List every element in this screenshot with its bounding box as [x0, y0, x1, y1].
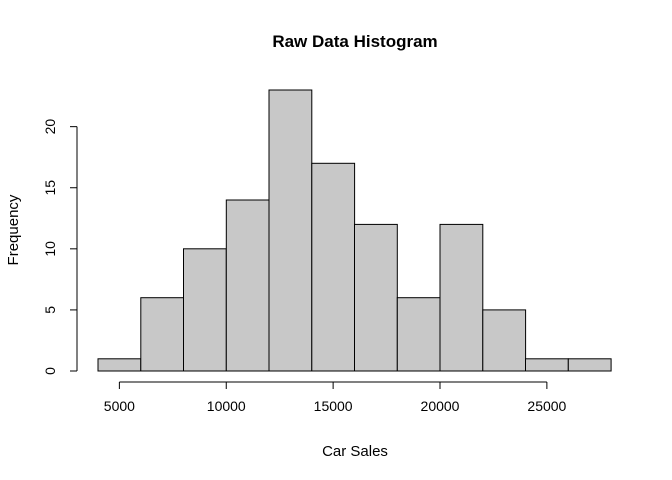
histogram-bar-1 [140, 297, 185, 372]
x-axis: 5000 10000 15000 20000 25000 [104, 381, 567, 414]
histogram-bar-2 [183, 248, 227, 372]
histogram-bar-3 [225, 199, 270, 372]
y-axis: 0 5 10 15 20 [42, 119, 78, 375]
y-tick-label-2: 10 [42, 241, 58, 257]
x-tick-label-0: 5000 [104, 398, 135, 414]
histogram-bar-11 [567, 358, 612, 372]
histogram-bar-8 [439, 223, 484, 372]
histogram-bar-10 [525, 358, 569, 372]
histogram-bar-6 [354, 223, 398, 372]
histogram-bar-9 [482, 309, 527, 372]
bars-group [97, 89, 612, 372]
x-axis-label: Car Sales [322, 443, 388, 460]
y-tick-label-1: 5 [42, 306, 58, 314]
x-tick-label-2: 15000 [314, 398, 353, 414]
x-tick-label-1: 10000 [207, 398, 246, 414]
histogram-bar-7 [396, 297, 441, 372]
x-tick-label-4: 25000 [527, 398, 566, 414]
chart-title: Raw Data Histogram [272, 32, 437, 51]
histogram-bar-4 [268, 89, 313, 372]
x-tick-label-3: 20000 [421, 398, 460, 414]
histogram-bar-5 [311, 162, 356, 372]
y-axis-label: Frequency [5, 194, 22, 265]
histogram-bar-0 [97, 358, 142, 372]
y-tick-label-0: 0 [42, 367, 58, 375]
y-tick-label-4: 20 [42, 119, 58, 135]
y-tick-label-3: 15 [42, 180, 58, 196]
